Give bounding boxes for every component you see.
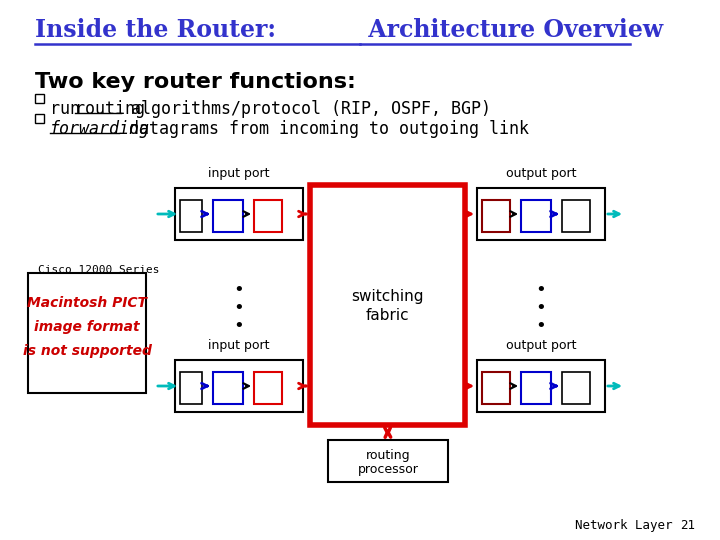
Text: output port: output port bbox=[505, 339, 576, 352]
Text: Architecture Overview: Architecture Overview bbox=[360, 18, 663, 42]
Text: output port: output port bbox=[505, 167, 576, 180]
Text: •: • bbox=[536, 317, 546, 335]
Text: •: • bbox=[233, 299, 244, 317]
Text: Inside the Router:: Inside the Router: bbox=[35, 18, 276, 42]
Text: forwarding: forwarding bbox=[50, 120, 150, 138]
Bar bbox=[482, 200, 510, 232]
Text: Cisco 12000 Series: Cisco 12000 Series bbox=[38, 265, 160, 275]
Bar bbox=[175, 360, 303, 412]
Text: algorithms/protocol (RIP, OSPF, BGP): algorithms/protocol (RIP, OSPF, BGP) bbox=[121, 100, 491, 118]
Bar bbox=[562, 200, 590, 232]
Bar bbox=[482, 372, 510, 404]
Bar bbox=[213, 372, 243, 404]
Bar bbox=[28, 273, 146, 393]
Text: 21: 21 bbox=[680, 519, 695, 532]
Bar bbox=[35, 114, 44, 123]
Text: routing: routing bbox=[75, 100, 145, 118]
Bar bbox=[521, 200, 551, 232]
Bar bbox=[328, 440, 448, 482]
Bar bbox=[477, 360, 605, 412]
Text: switching: switching bbox=[351, 289, 424, 305]
Text: •: • bbox=[233, 281, 244, 299]
Text: input port: input port bbox=[208, 339, 270, 352]
Bar bbox=[35, 94, 44, 103]
Text: •: • bbox=[233, 317, 244, 335]
Bar bbox=[180, 372, 202, 404]
Text: Network Layer: Network Layer bbox=[575, 519, 672, 532]
Bar bbox=[521, 372, 551, 404]
Text: fabric: fabric bbox=[366, 307, 409, 322]
Text: Two key router functions:: Two key router functions: bbox=[35, 72, 356, 92]
Text: is not supported: is not supported bbox=[22, 344, 151, 358]
Bar bbox=[180, 200, 202, 232]
Text: •: • bbox=[536, 299, 546, 317]
Text: input port: input port bbox=[208, 167, 270, 180]
Text: image format: image format bbox=[34, 320, 140, 334]
Bar bbox=[310, 185, 465, 425]
Bar bbox=[254, 200, 282, 232]
Text: processor: processor bbox=[358, 462, 418, 476]
Text: Macintosh PICT: Macintosh PICT bbox=[27, 296, 147, 310]
Text: routing: routing bbox=[366, 449, 410, 462]
Bar bbox=[477, 188, 605, 240]
Text: run: run bbox=[50, 100, 90, 118]
Bar bbox=[562, 372, 590, 404]
Bar bbox=[254, 372, 282, 404]
Bar bbox=[175, 188, 303, 240]
Text: •: • bbox=[536, 281, 546, 299]
Text: datagrams from incoming to outgoing link: datagrams from incoming to outgoing link bbox=[119, 120, 529, 138]
Bar bbox=[213, 200, 243, 232]
